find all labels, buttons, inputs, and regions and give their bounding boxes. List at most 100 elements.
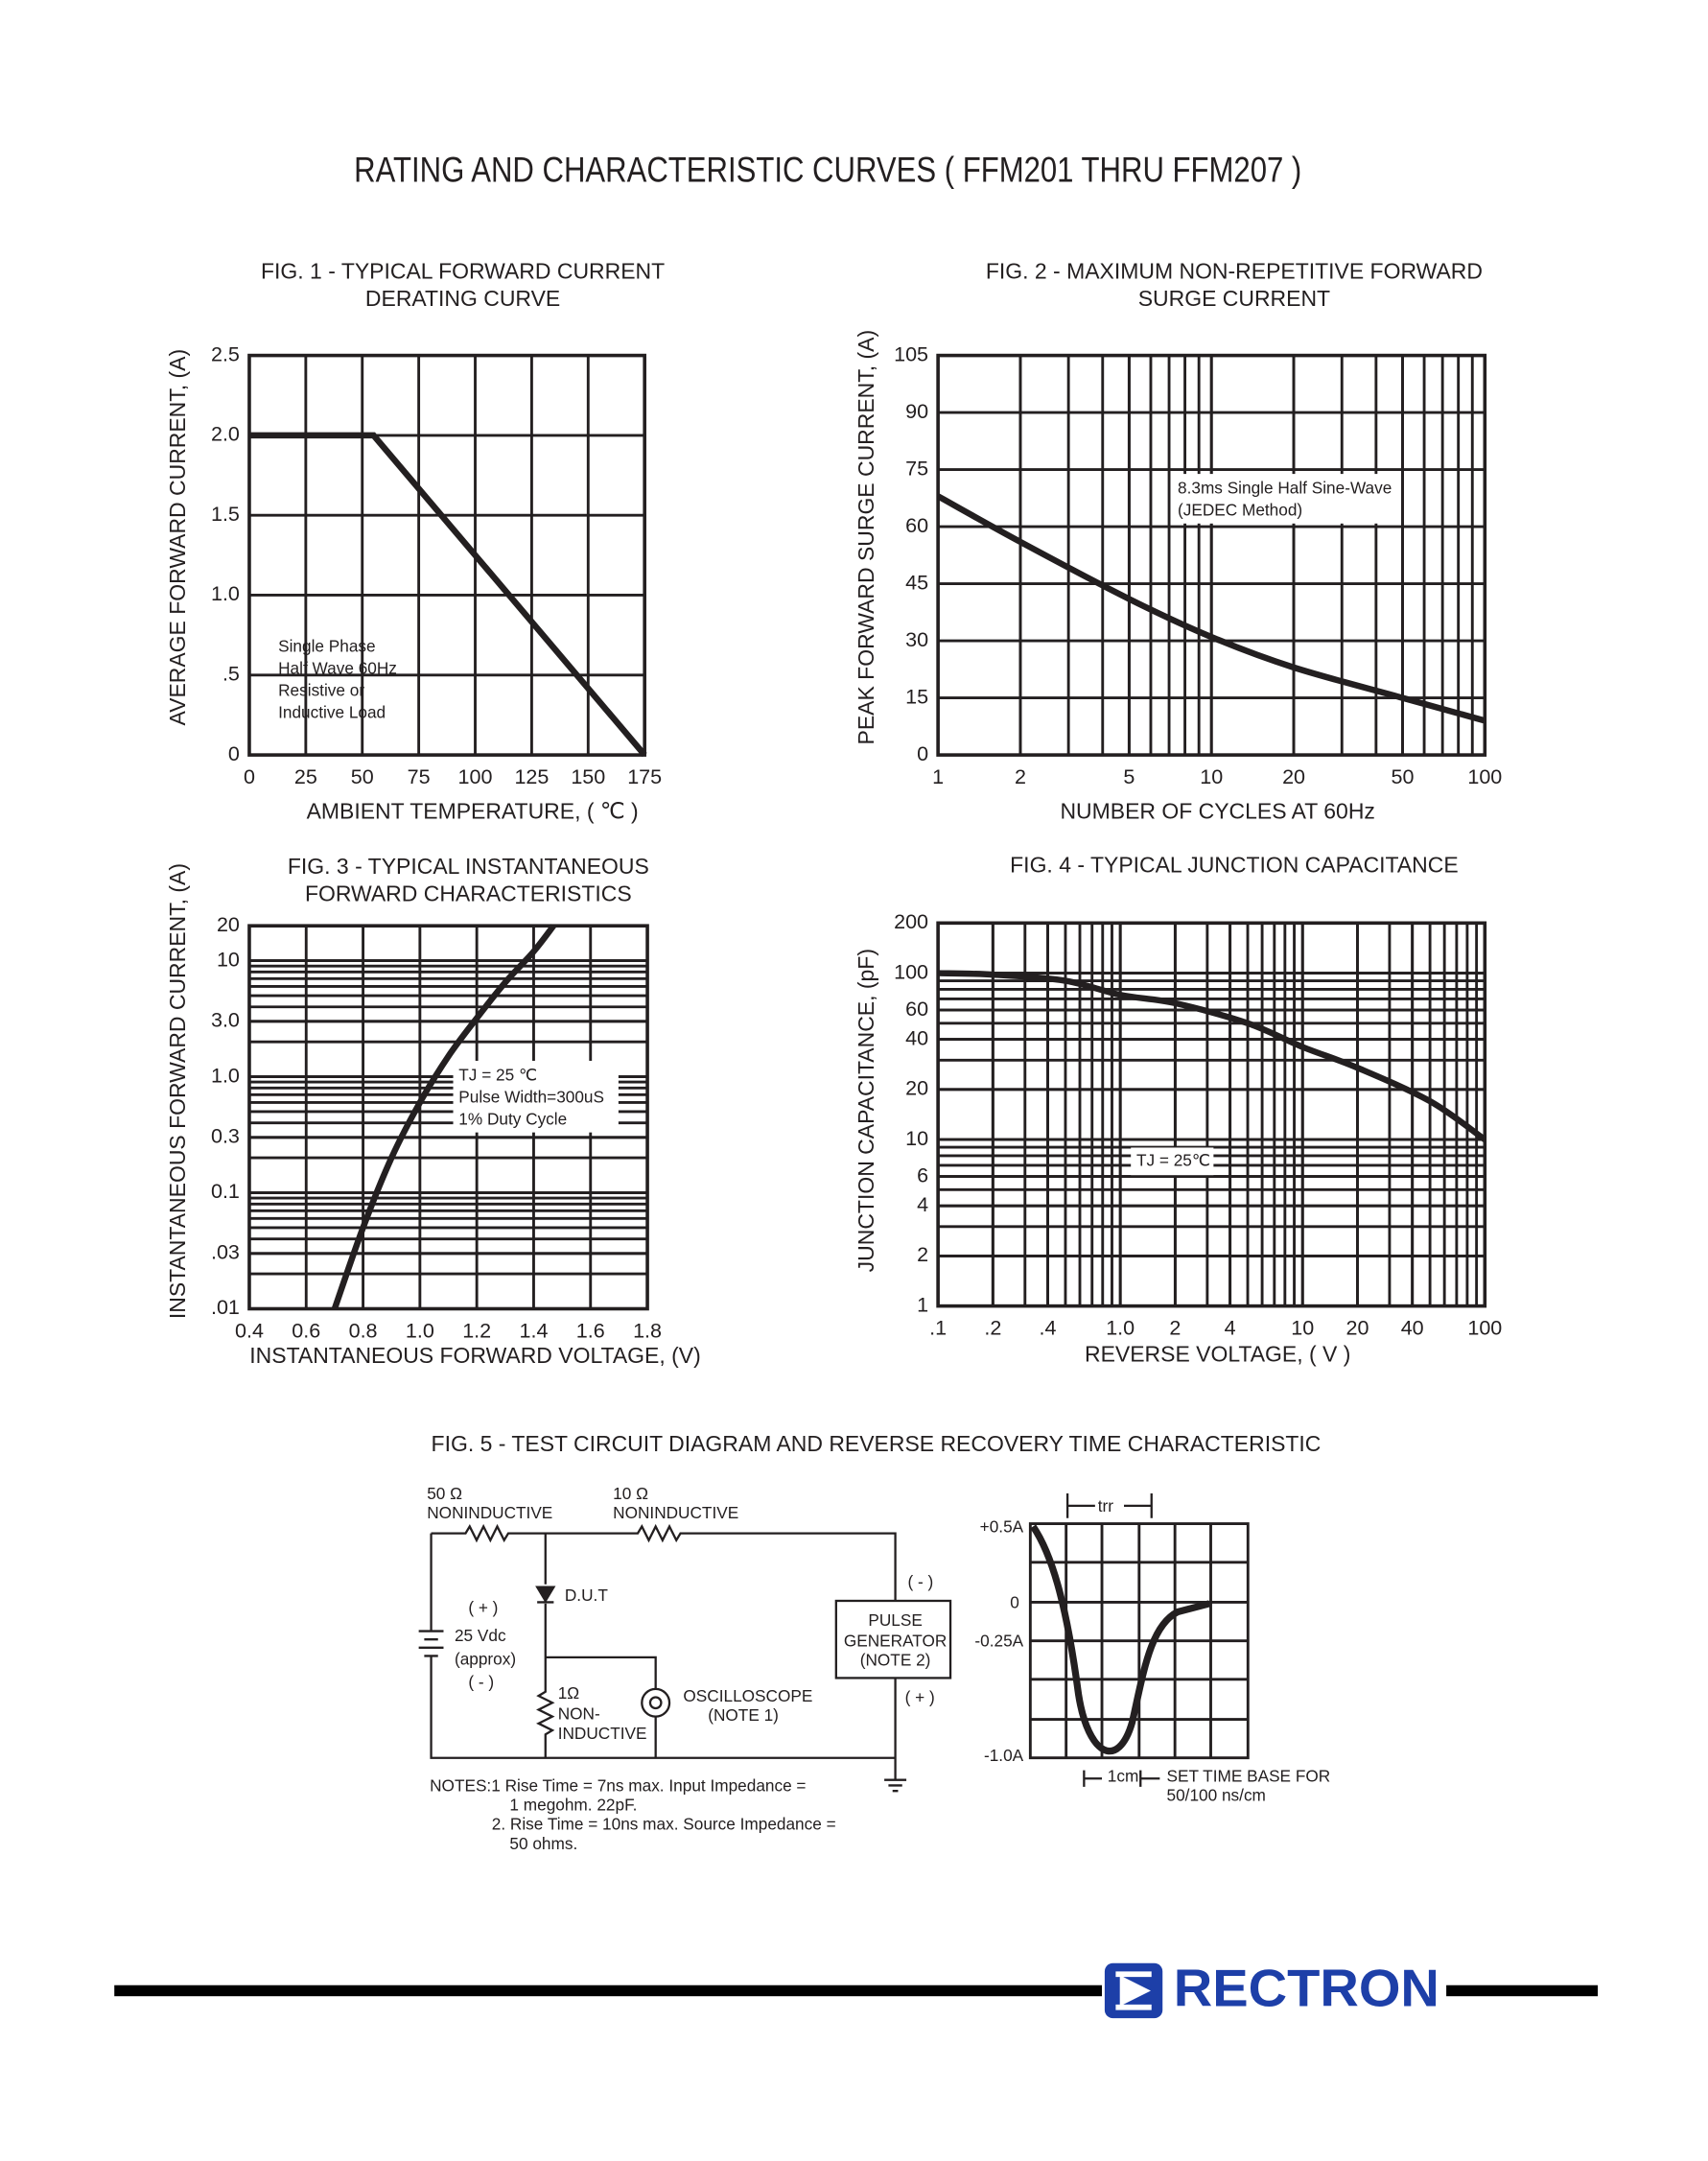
label: ( - ) xyxy=(468,1673,494,1692)
x-tick-label: .2 xyxy=(984,1317,1001,1340)
label: NONINDUCTIVE xyxy=(613,1503,738,1522)
label: SET TIME BASE FOR xyxy=(1167,1766,1331,1785)
chart-title: SURGE CURRENT xyxy=(1138,286,1330,311)
annotation-box xyxy=(453,1060,619,1133)
label: 25 Vdc xyxy=(455,1626,506,1645)
y-tick-label: 10 xyxy=(905,1127,928,1150)
label: -0.25A xyxy=(974,1632,1023,1651)
chart-title: FIG. 4 - TYPICAL JUNCTION CAPACITANCE xyxy=(1010,853,1459,878)
y-tick-label: 40 xyxy=(905,1026,928,1049)
label: PULSE xyxy=(868,1610,922,1630)
label: 1Ω xyxy=(558,1683,580,1703)
note: 50 ohms. xyxy=(509,1834,577,1853)
x-tick-label: 0.4 xyxy=(235,1320,264,1343)
label: INDUCTIVE xyxy=(558,1724,647,1743)
y-tick-label: 90 xyxy=(905,400,928,423)
footer-rule xyxy=(1446,1985,1599,1997)
x-tick-label: 1.0 xyxy=(406,1320,434,1343)
label: GENERATOR xyxy=(844,1632,947,1651)
label: NONINDUCTIVE xyxy=(427,1503,552,1522)
plot-frame xyxy=(936,353,1487,757)
chart: FIG. 1 - TYPICAL FORWARD CURRENT DERATING… xyxy=(165,258,665,823)
label: ( - ) xyxy=(908,1572,934,1591)
y-tick-label: 20 xyxy=(905,1077,928,1100)
label: (NOTE 1) xyxy=(708,1705,779,1725)
annotation: Inductive Load xyxy=(278,703,386,722)
label: +0.5A xyxy=(980,1516,1024,1536)
x-tick-label: 2 xyxy=(1169,1317,1181,1340)
y-axis-label: INSTANTANEOUS FORWARD CURRENT, (A) xyxy=(165,863,190,1319)
x-tick-label: 5 xyxy=(1123,765,1135,788)
label: ( + ) xyxy=(468,1598,498,1617)
annotation: Single Phase xyxy=(278,637,375,656)
y-tick-label: 1.0 xyxy=(211,1064,240,1087)
x-tick-label: 125 xyxy=(514,765,549,788)
x-tick-label: 75 xyxy=(408,765,431,788)
label: 50/100 ns/cm xyxy=(1167,1785,1266,1804)
brand: RECTRON xyxy=(1174,1959,1439,2017)
y-tick-label: .03 xyxy=(211,1240,240,1263)
x-tick-label: 0 xyxy=(244,765,255,788)
y-tick-label: 0 xyxy=(917,742,928,765)
annotation: Pulse Width=300uS xyxy=(458,1087,604,1106)
y-tick-label: 1.0 xyxy=(211,582,240,605)
label: (approx) xyxy=(455,1649,516,1668)
y-tick-label: 0 xyxy=(228,742,240,765)
annotation: Half Wave 60Hz xyxy=(278,659,397,678)
label: ( + ) xyxy=(905,1688,935,1707)
x-tick-label: 20 xyxy=(1282,765,1305,788)
x-tick-label: 10 xyxy=(1200,765,1223,788)
note: NOTES:1 Rise Time = 7ns max. Input Imped… xyxy=(430,1775,806,1795)
x-tick-label: 150 xyxy=(571,765,605,788)
x-tick-label: 1.2 xyxy=(462,1320,491,1343)
x-tick-label: 40 xyxy=(1401,1317,1424,1340)
label: 0 xyxy=(1010,1592,1019,1611)
x-axis-label: REVERSE VOLTAGE, ( V ) xyxy=(1085,1341,1350,1366)
annotation: 1% Duty Cycle xyxy=(458,1109,567,1128)
chart-title: FIG. 1 - TYPICAL FORWARD CURRENT xyxy=(261,258,665,283)
annotation-box xyxy=(1131,1147,1214,1176)
label: 10 Ω xyxy=(613,1484,648,1503)
annotation: (JEDEC Method) xyxy=(1178,500,1302,519)
label: D.U.T xyxy=(565,1586,608,1605)
y-tick-label: 20 xyxy=(217,913,240,936)
x-tick-label: 20 xyxy=(1345,1317,1369,1340)
chart-title: FORWARD CHARACTERISTICS xyxy=(305,881,632,906)
x-tick-label: 2 xyxy=(1015,765,1026,788)
plot-frame xyxy=(247,924,649,1311)
y-tick-label: 6 xyxy=(917,1163,928,1186)
annotation: 8.3ms Single Half Sine-Wave xyxy=(1178,478,1392,497)
annotation: TJ = 25℃ xyxy=(1136,1150,1210,1169)
x-tick-label: 10 xyxy=(1291,1317,1314,1340)
y-tick-label: 0.1 xyxy=(211,1180,240,1203)
curve xyxy=(331,924,556,1310)
x-tick-label: .1 xyxy=(929,1317,947,1340)
circuit-wires xyxy=(418,1523,952,1793)
x-tick-label: 0.8 xyxy=(349,1320,378,1343)
x-tick-label: 100 xyxy=(458,765,493,788)
annotation: TJ = 25 ℃ xyxy=(458,1065,537,1084)
y-tick-label: 100 xyxy=(894,960,928,983)
page-title: RATING AND CHARACTERISTIC CURVES ( FFM20… xyxy=(354,149,1301,189)
annotation-box xyxy=(1170,474,1398,524)
y-tick-label: 105 xyxy=(894,342,928,365)
y-tick-label: .5 xyxy=(222,662,240,685)
y-tick-label: 3.0 xyxy=(211,1009,240,1032)
curve xyxy=(248,432,647,758)
y-axis-label: AVERAGE FORWARD CURRENT, (A) xyxy=(165,349,190,726)
note: 1 megohm. 22pF. xyxy=(509,1796,637,1815)
x-tick-label: 0.6 xyxy=(292,1320,320,1343)
y-tick-label: 45 xyxy=(905,571,928,594)
y-tick-label: 60 xyxy=(905,514,928,537)
x-tick-label: 4 xyxy=(1225,1317,1236,1340)
chart-title: DERATING CURVE xyxy=(365,286,560,311)
label: OSCILLOSCOPE xyxy=(683,1686,812,1705)
x-tick-label: 1.8 xyxy=(633,1320,662,1343)
note: 2. Rise Time = 10ns max. Source Impedanc… xyxy=(492,1815,836,1834)
y-tick-label: 30 xyxy=(905,628,928,651)
x-tick-label: 1.4 xyxy=(519,1320,548,1343)
circuit-labels: 50 Ω NONINDUCTIVE 10 Ω NONINDUCTIVE D.U.… xyxy=(427,1484,947,1853)
